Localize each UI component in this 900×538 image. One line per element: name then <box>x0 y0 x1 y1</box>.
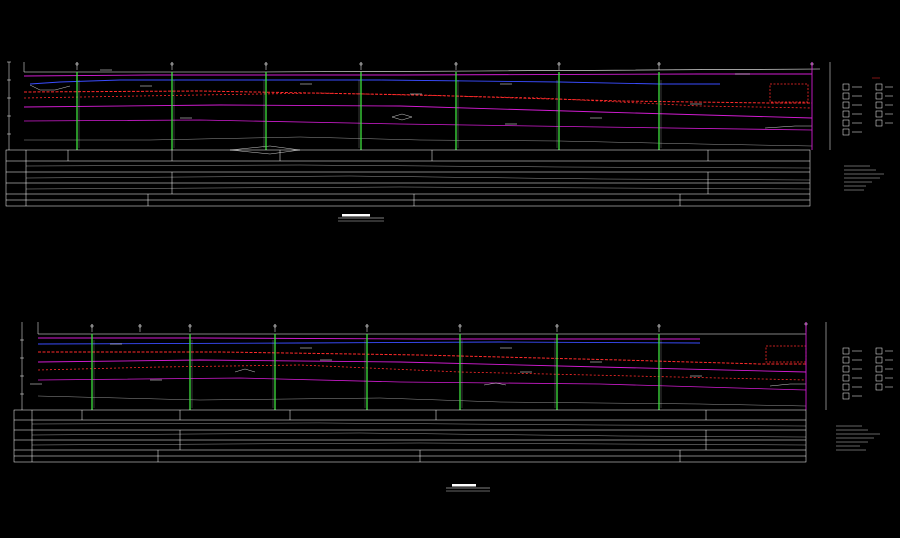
lower-notes <box>836 425 880 451</box>
upper-drawing-title <box>338 214 384 222</box>
upper-ground-lines <box>23 68 821 155</box>
lower-legend <box>842 347 893 400</box>
upper-pile-hatching <box>78 80 662 148</box>
upper-legend <box>842 77 893 136</box>
upper-profile-section <box>5 61 893 222</box>
lower-annotation-ticks <box>30 343 702 385</box>
lower-piles <box>91 334 660 410</box>
lower-elevation-scale <box>20 322 24 410</box>
lower-pile-hatching <box>93 340 662 408</box>
upper-notes <box>844 165 884 191</box>
lower-ground-lines <box>37 333 807 407</box>
upper-annotation-ticks <box>100 69 750 125</box>
lower-pile-markers <box>37 322 808 334</box>
lower-drawing-title <box>446 484 490 492</box>
upper-piles <box>76 72 660 150</box>
upper-data-table <box>5 149 811 207</box>
upper-elevation-scale <box>7 61 11 150</box>
lower-profile-section <box>13 322 893 492</box>
lower-data-table <box>13 409 807 463</box>
